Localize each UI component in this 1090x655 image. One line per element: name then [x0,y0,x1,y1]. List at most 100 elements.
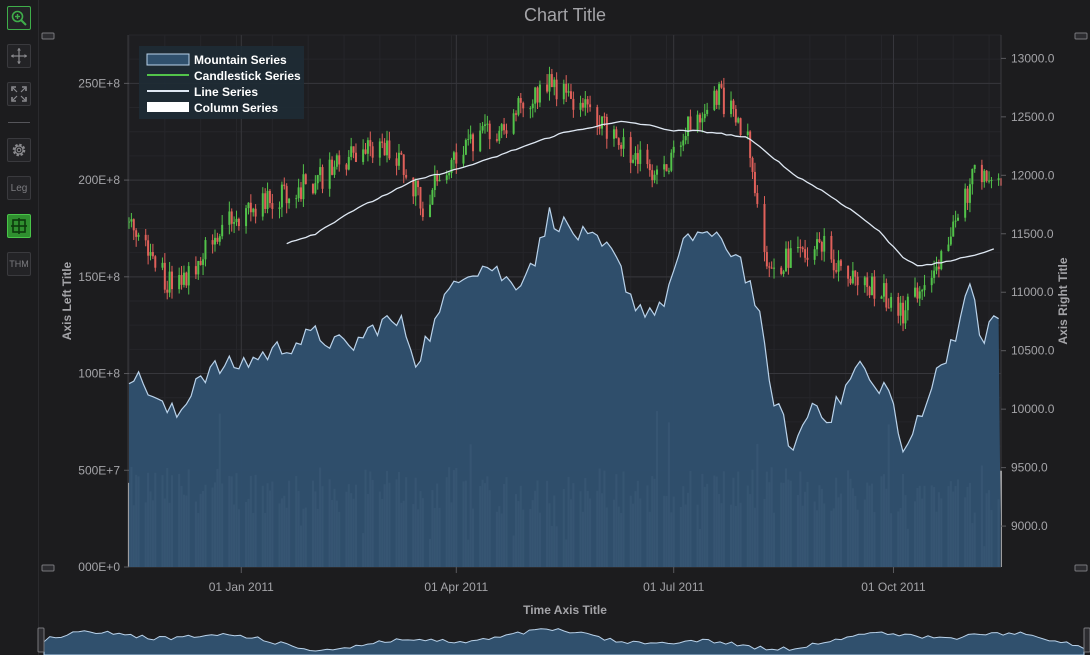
candle [486,115,489,132]
candle [233,216,236,234]
candle [548,66,551,101]
candle [386,130,389,163]
candle [412,177,415,205]
pan-tool-button[interactable] [7,44,31,68]
candle [421,201,424,221]
left-tick-label: 000E+0 [78,560,120,574]
candle [734,105,737,126]
right-tick-label: 12000.0 [1011,168,1055,182]
candle [890,292,893,312]
mountain-area [129,207,1001,567]
right-axis-bottom-handle[interactable] [1074,564,1088,572]
candle [550,68,553,88]
candle [856,271,859,296]
candle [682,133,685,152]
candle [362,139,365,165]
candle [311,183,314,195]
overview-scrollbar[interactable] [37,627,1090,655]
candle [837,250,840,282]
candle [202,253,205,276]
candle [151,243,154,260]
candle [648,159,651,177]
candle [182,265,185,288]
legend-tool-button[interactable]: Leg [7,176,31,200]
candle [230,208,233,232]
candle [285,183,288,214]
overview-mountain [43,628,1085,655]
candle [536,86,539,109]
candle [495,133,498,143]
legend-label-column: Column Series [194,101,278,115]
right-tick-label: 13000.0 [1011,51,1055,65]
left-axis-top-handle[interactable] [41,32,55,40]
candle [904,300,907,329]
legend[interactable]: Mountain Series Candlestick Series Line … [139,46,304,119]
move-icon [11,48,27,64]
candle [400,150,403,155]
left-axis-bottom-handle[interactable] [41,564,55,572]
crosshair-icon [11,218,27,234]
candle [622,128,625,157]
candle [519,92,522,114]
candle [639,141,642,172]
fit-extents-icon [11,86,27,102]
candle [756,185,759,208]
candle [237,217,240,231]
candle [147,234,150,265]
candle [816,232,819,257]
candle [651,164,654,188]
candle [956,213,959,222]
candle [579,95,582,117]
right-axis-top-handle[interactable] [1074,32,1088,40]
candle [247,202,250,215]
theme-icon: THM [9,259,29,269]
candle [763,196,766,262]
zoom-extents-tool-button[interactable] [7,82,31,106]
candle [823,228,826,262]
chart-toolbar: Leg THM [0,0,39,655]
x-tick-label: 01 Jan 2011 [209,580,274,594]
zoom-tool-button[interactable] [7,6,31,30]
candle [796,236,799,253]
overview-left-handle[interactable] [37,627,45,653]
candle [417,180,420,196]
candle [768,262,771,278]
candle [378,138,381,166]
x-tick-label: 01 Oct 2011 [861,580,926,594]
candle [617,137,620,150]
right-tick-label: 12500.0 [1011,110,1055,124]
theme-tool-button[interactable]: THM [7,252,31,276]
candle [261,187,264,221]
candle [383,138,386,156]
candle [918,286,921,306]
left-axis-title: Axis Left Title [60,261,74,340]
candle [653,170,656,184]
candle [801,246,804,253]
left-tick-label: 150E+8 [78,270,120,284]
candle [302,164,305,207]
legend-swatch-column [147,102,189,112]
candle [522,101,525,118]
candle [730,91,733,118]
right-tick-label: 9500.0 [1011,461,1048,475]
candle [517,96,520,117]
candle [266,182,269,214]
candle [135,228,138,247]
settings-tool-button[interactable] [7,138,31,162]
candle [185,271,188,288]
overview-right-handle[interactable] [1083,627,1090,653]
candle [830,231,833,263]
candle [211,234,214,254]
candle [464,138,467,156]
candle [144,229,147,247]
crosshair-tool-button[interactable] [7,214,31,238]
candle [689,109,692,131]
candle [887,298,890,309]
candle [636,144,639,174]
candle [278,201,281,219]
left-tick-label: 500E+7 [78,463,120,477]
candle [498,126,501,144]
candle [512,109,515,135]
legend-swatch-mountain [146,53,190,66]
candle [388,131,391,161]
